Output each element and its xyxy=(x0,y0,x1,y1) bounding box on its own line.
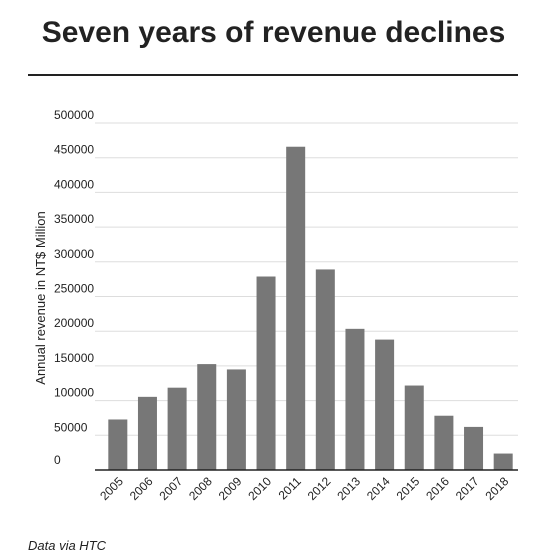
bar-2016 xyxy=(434,415,454,470)
bar-2009 xyxy=(226,369,246,470)
y-tick-label: 150000 xyxy=(54,351,94,365)
y-tick-label: 350000 xyxy=(54,212,94,226)
x-tick-label: 2015 xyxy=(394,474,423,503)
y-axis-label: Annual revenue in NT$ Million xyxy=(33,211,48,384)
bar-2014 xyxy=(375,339,395,470)
x-tick-label: 2018 xyxy=(483,474,512,503)
y-tick-label: 50000 xyxy=(54,420,88,434)
y-tick-label: 400000 xyxy=(54,177,94,191)
x-tick-label: 2005 xyxy=(97,474,126,503)
x-tick-label: 2014 xyxy=(364,474,393,503)
bar-2006 xyxy=(137,396,157,470)
x-tick-label: 2010 xyxy=(245,474,274,503)
y-tick-label: 200000 xyxy=(54,316,94,330)
y-tick-label: 300000 xyxy=(54,247,94,261)
title-divider xyxy=(28,74,518,76)
x-tick-label: 2016 xyxy=(423,474,452,503)
x-tick-label: 2009 xyxy=(216,474,245,503)
y-tick-label: 0 xyxy=(54,453,61,467)
bar-2012 xyxy=(315,269,335,470)
bar-2010 xyxy=(256,276,276,470)
bar-2008 xyxy=(197,364,217,470)
y-tick-label: 500000 xyxy=(54,108,94,122)
x-tick-label: 2007 xyxy=(156,474,185,503)
x-tick-label: 2012 xyxy=(305,474,334,503)
x-tick-label: 2013 xyxy=(334,474,363,503)
x-tick-label: 2011 xyxy=(276,474,304,502)
chart-title: Seven years of revenue declines xyxy=(41,16,506,49)
bar-2007 xyxy=(167,387,187,470)
bar-2018 xyxy=(493,453,513,470)
x-tick-label: 2017 xyxy=(453,474,482,503)
x-tick-label: 2006 xyxy=(127,474,156,503)
x-tick-label: 2008 xyxy=(186,474,215,503)
bar-2017 xyxy=(464,426,484,470)
y-tick-label: 250000 xyxy=(54,282,94,296)
source-note: Data via HTC xyxy=(28,538,107,553)
bar-2011 xyxy=(286,146,306,470)
bar-2013 xyxy=(345,328,365,470)
bar-2005 xyxy=(108,419,128,470)
y-tick-label: 450000 xyxy=(54,143,94,157)
bar-2015 xyxy=(404,385,424,470)
y-tick-label: 100000 xyxy=(54,386,94,400)
